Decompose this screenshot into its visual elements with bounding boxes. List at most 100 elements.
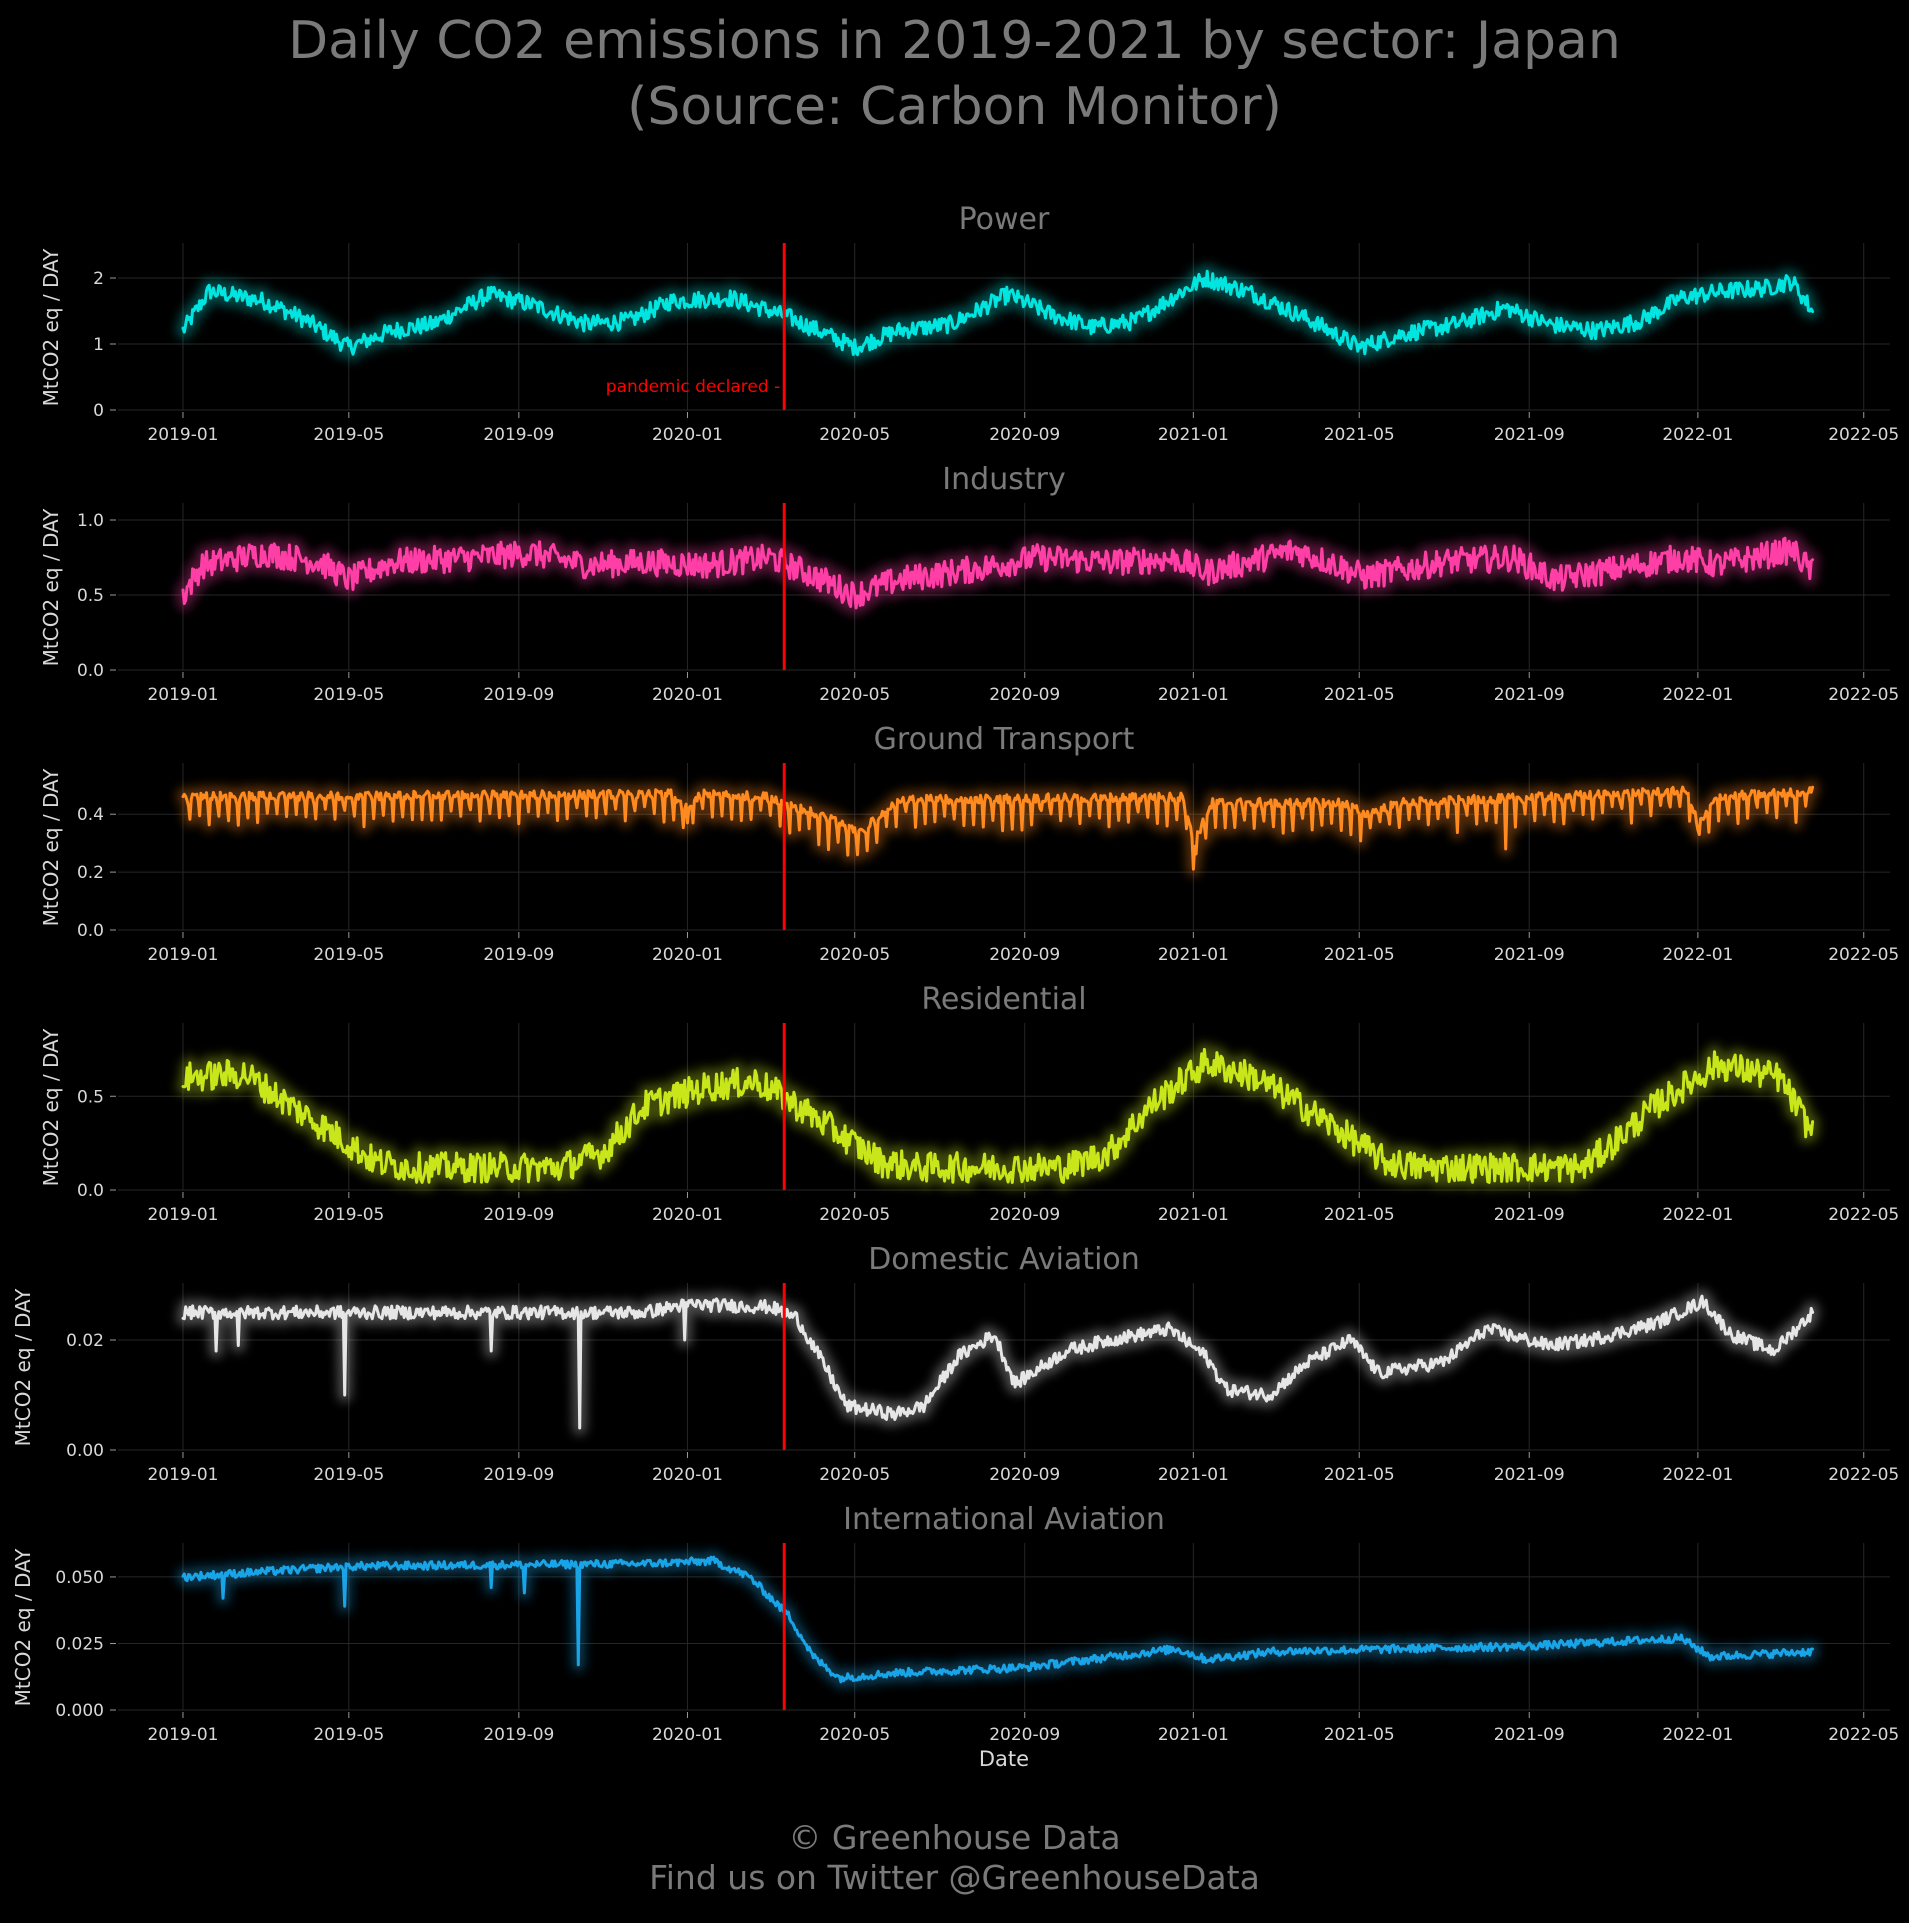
- y-tick-label: 0.02: [66, 1331, 104, 1351]
- x-tick-label: 2019-05: [313, 1205, 384, 1225]
- x-tick-label: 2020-01: [652, 1465, 723, 1485]
- x-tick-label: 2020-09: [989, 1465, 1060, 1485]
- x-tick-label: 2021-05: [1324, 425, 1395, 445]
- y-tick-label: 0.5: [77, 586, 104, 606]
- footer: © Greenhouse Data Find us on Twitter @Gr…: [0, 1818, 1909, 1898]
- panel-title: International Aviation: [843, 1502, 1165, 1537]
- x-tick-label: 2019-09: [483, 945, 554, 965]
- x-tick-label: 2021-01: [1158, 945, 1229, 965]
- series-line: [181, 1047, 1815, 1184]
- x-tick-label: 2021-09: [1494, 1465, 1565, 1485]
- panel-residential: Residential 2019-01 2019-05 2019-09 2020-01 2…: [39, 982, 1899, 1225]
- x-tick-label: 2021-05: [1324, 1465, 1395, 1485]
- series-glow: [176, 1550, 1820, 1689]
- x-tick-label: 2022-05: [1828, 1725, 1899, 1745]
- x-tick-label: 2021-01: [1158, 1465, 1229, 1485]
- x-tick-label: 2019-01: [147, 1465, 218, 1485]
- x-tick-label: 2020-01: [652, 945, 723, 965]
- series-glow: [176, 264, 1820, 362]
- y-tick-label: 0.0: [77, 1181, 104, 1201]
- panel-industry: Industry 2019-01 2019-05 2019-09 2020-01 2020…: [39, 462, 1899, 705]
- panel-title: Residential: [921, 982, 1086, 1017]
- x-tick-label: 2021-01: [1158, 1205, 1229, 1225]
- x-tick-label: 2019-01: [147, 945, 218, 965]
- y-tick-label: 0: [93, 401, 104, 421]
- x-tick-label: 2021-05: [1324, 685, 1395, 705]
- x-tick-label: 2019-01: [147, 685, 218, 705]
- x-tick-label: 2019-09: [483, 1725, 554, 1745]
- x-tick-label: 2019-01: [147, 1725, 218, 1745]
- chart-title: Daily CO2 emissions in 2019-2021 by sect…: [0, 8, 1909, 140]
- x-tick-label: 2019-05: [313, 1725, 384, 1745]
- y-axis-label: MtCO2 eq / DAY: [11, 1288, 35, 1447]
- x-tick-label: 2020-09: [989, 685, 1060, 705]
- y-tick-label: 0.050: [55, 1568, 104, 1588]
- x-tick-label: 2019-05: [313, 425, 384, 445]
- x-tick-label: 2022-01: [1662, 685, 1733, 705]
- panel-power: Power 2019-01 2019-05 2019-09 2020-01 2020-05…: [39, 202, 1899, 445]
- x-tick-label: 2022-05: [1828, 1205, 1899, 1225]
- series-line: [181, 785, 1815, 871]
- x-tick-label: 2019-09: [483, 685, 554, 705]
- panel-ground-transport: Ground Transport 2019-01 2019-05 2019-09 202…: [39, 722, 1899, 965]
- x-tick-label: 2020-01: [652, 1205, 723, 1225]
- y-tick-label: 0.000: [55, 1701, 104, 1721]
- y-axis-label: MtCO2 eq / DAY: [39, 508, 63, 667]
- y-tick-label: 1.0: [77, 511, 104, 531]
- x-tick-label: 2021-09: [1494, 1205, 1565, 1225]
- y-tick-label: 0.00: [66, 1441, 104, 1461]
- y-tick-label: 0.0: [77, 661, 104, 681]
- x-tick-label: 2019-05: [313, 685, 384, 705]
- x-tick-label: 2021-01: [1158, 1725, 1229, 1745]
- y-tick-label: 0.4: [77, 805, 104, 825]
- x-tick-label: 2020-05: [819, 1465, 890, 1485]
- y-tick-label: 1: [93, 335, 104, 355]
- x-tick-label: 2022-01: [1662, 1725, 1733, 1745]
- y-tick-label: 0.0: [77, 921, 104, 941]
- x-tick-label: 2019-01: [147, 1205, 218, 1225]
- y-axis-label: MtCO2 eq / DAY: [11, 1548, 35, 1707]
- x-tick-label: 2020-05: [819, 685, 890, 705]
- x-tick-label: 2020-05: [819, 945, 890, 965]
- y-axis-label: MtCO2 eq / DAY: [39, 248, 63, 407]
- x-tick-label: 2022-01: [1662, 945, 1733, 965]
- x-tick-label: 2021-01: [1158, 425, 1229, 445]
- panel-international-aviation: International Aviation 2019-01 2019-05 2019…: [11, 1502, 1899, 1771]
- x-tick-label: 2019-09: [483, 1465, 554, 1485]
- y-tick-label: 0.025: [55, 1634, 104, 1654]
- series-line: [181, 269, 1815, 357]
- x-tick-label: 2020-09: [989, 1205, 1060, 1225]
- series-glow: [176, 531, 1820, 615]
- y-tick-label: 0.2: [77, 863, 104, 883]
- x-tick-label: 2022-05: [1828, 685, 1899, 705]
- series-line: [181, 1294, 1815, 1430]
- y-tick-label: 2: [93, 269, 104, 289]
- panel-title: Industry: [942, 462, 1065, 497]
- x-tick-label: 2021-09: [1494, 945, 1565, 965]
- x-tick-label: 2020-09: [989, 945, 1060, 965]
- x-tick-label: 2020-09: [989, 425, 1060, 445]
- series-line: [181, 536, 1815, 610]
- y-axis-label: MtCO2 eq / DAY: [39, 768, 63, 927]
- x-tick-label: 2021-05: [1324, 945, 1395, 965]
- x-tick-label: 2020-01: [652, 425, 723, 445]
- x-tick-label: 2022-01: [1662, 1205, 1733, 1225]
- panel-title: Ground Transport: [874, 722, 1135, 757]
- x-tick-label: 2021-05: [1324, 1205, 1395, 1225]
- x-axis-label: Date: [979, 1747, 1029, 1771]
- x-tick-label: 2021-01: [1158, 685, 1229, 705]
- panel-title: Domestic Aviation: [868, 1242, 1140, 1277]
- series-line: [181, 1555, 1815, 1684]
- chart-title-line-2: (Source: Carbon Monitor): [627, 77, 1282, 137]
- x-tick-label: 2019-05: [313, 945, 384, 965]
- x-tick-label: 2020-01: [652, 685, 723, 705]
- x-tick-label: 2021-09: [1494, 1725, 1565, 1745]
- x-tick-label: 2020-09: [989, 1725, 1060, 1745]
- footer-twitter: Find us on Twitter @GreenhouseData: [649, 1858, 1260, 1897]
- y-tick-label: 0.5: [77, 1087, 104, 1107]
- x-tick-label: 2020-05: [819, 1725, 890, 1745]
- x-tick-label: 2020-05: [819, 425, 890, 445]
- x-tick-label: 2021-05: [1324, 1725, 1395, 1745]
- panel-title: Power: [959, 202, 1050, 237]
- footer-copyright: © Greenhouse Data: [788, 1818, 1121, 1857]
